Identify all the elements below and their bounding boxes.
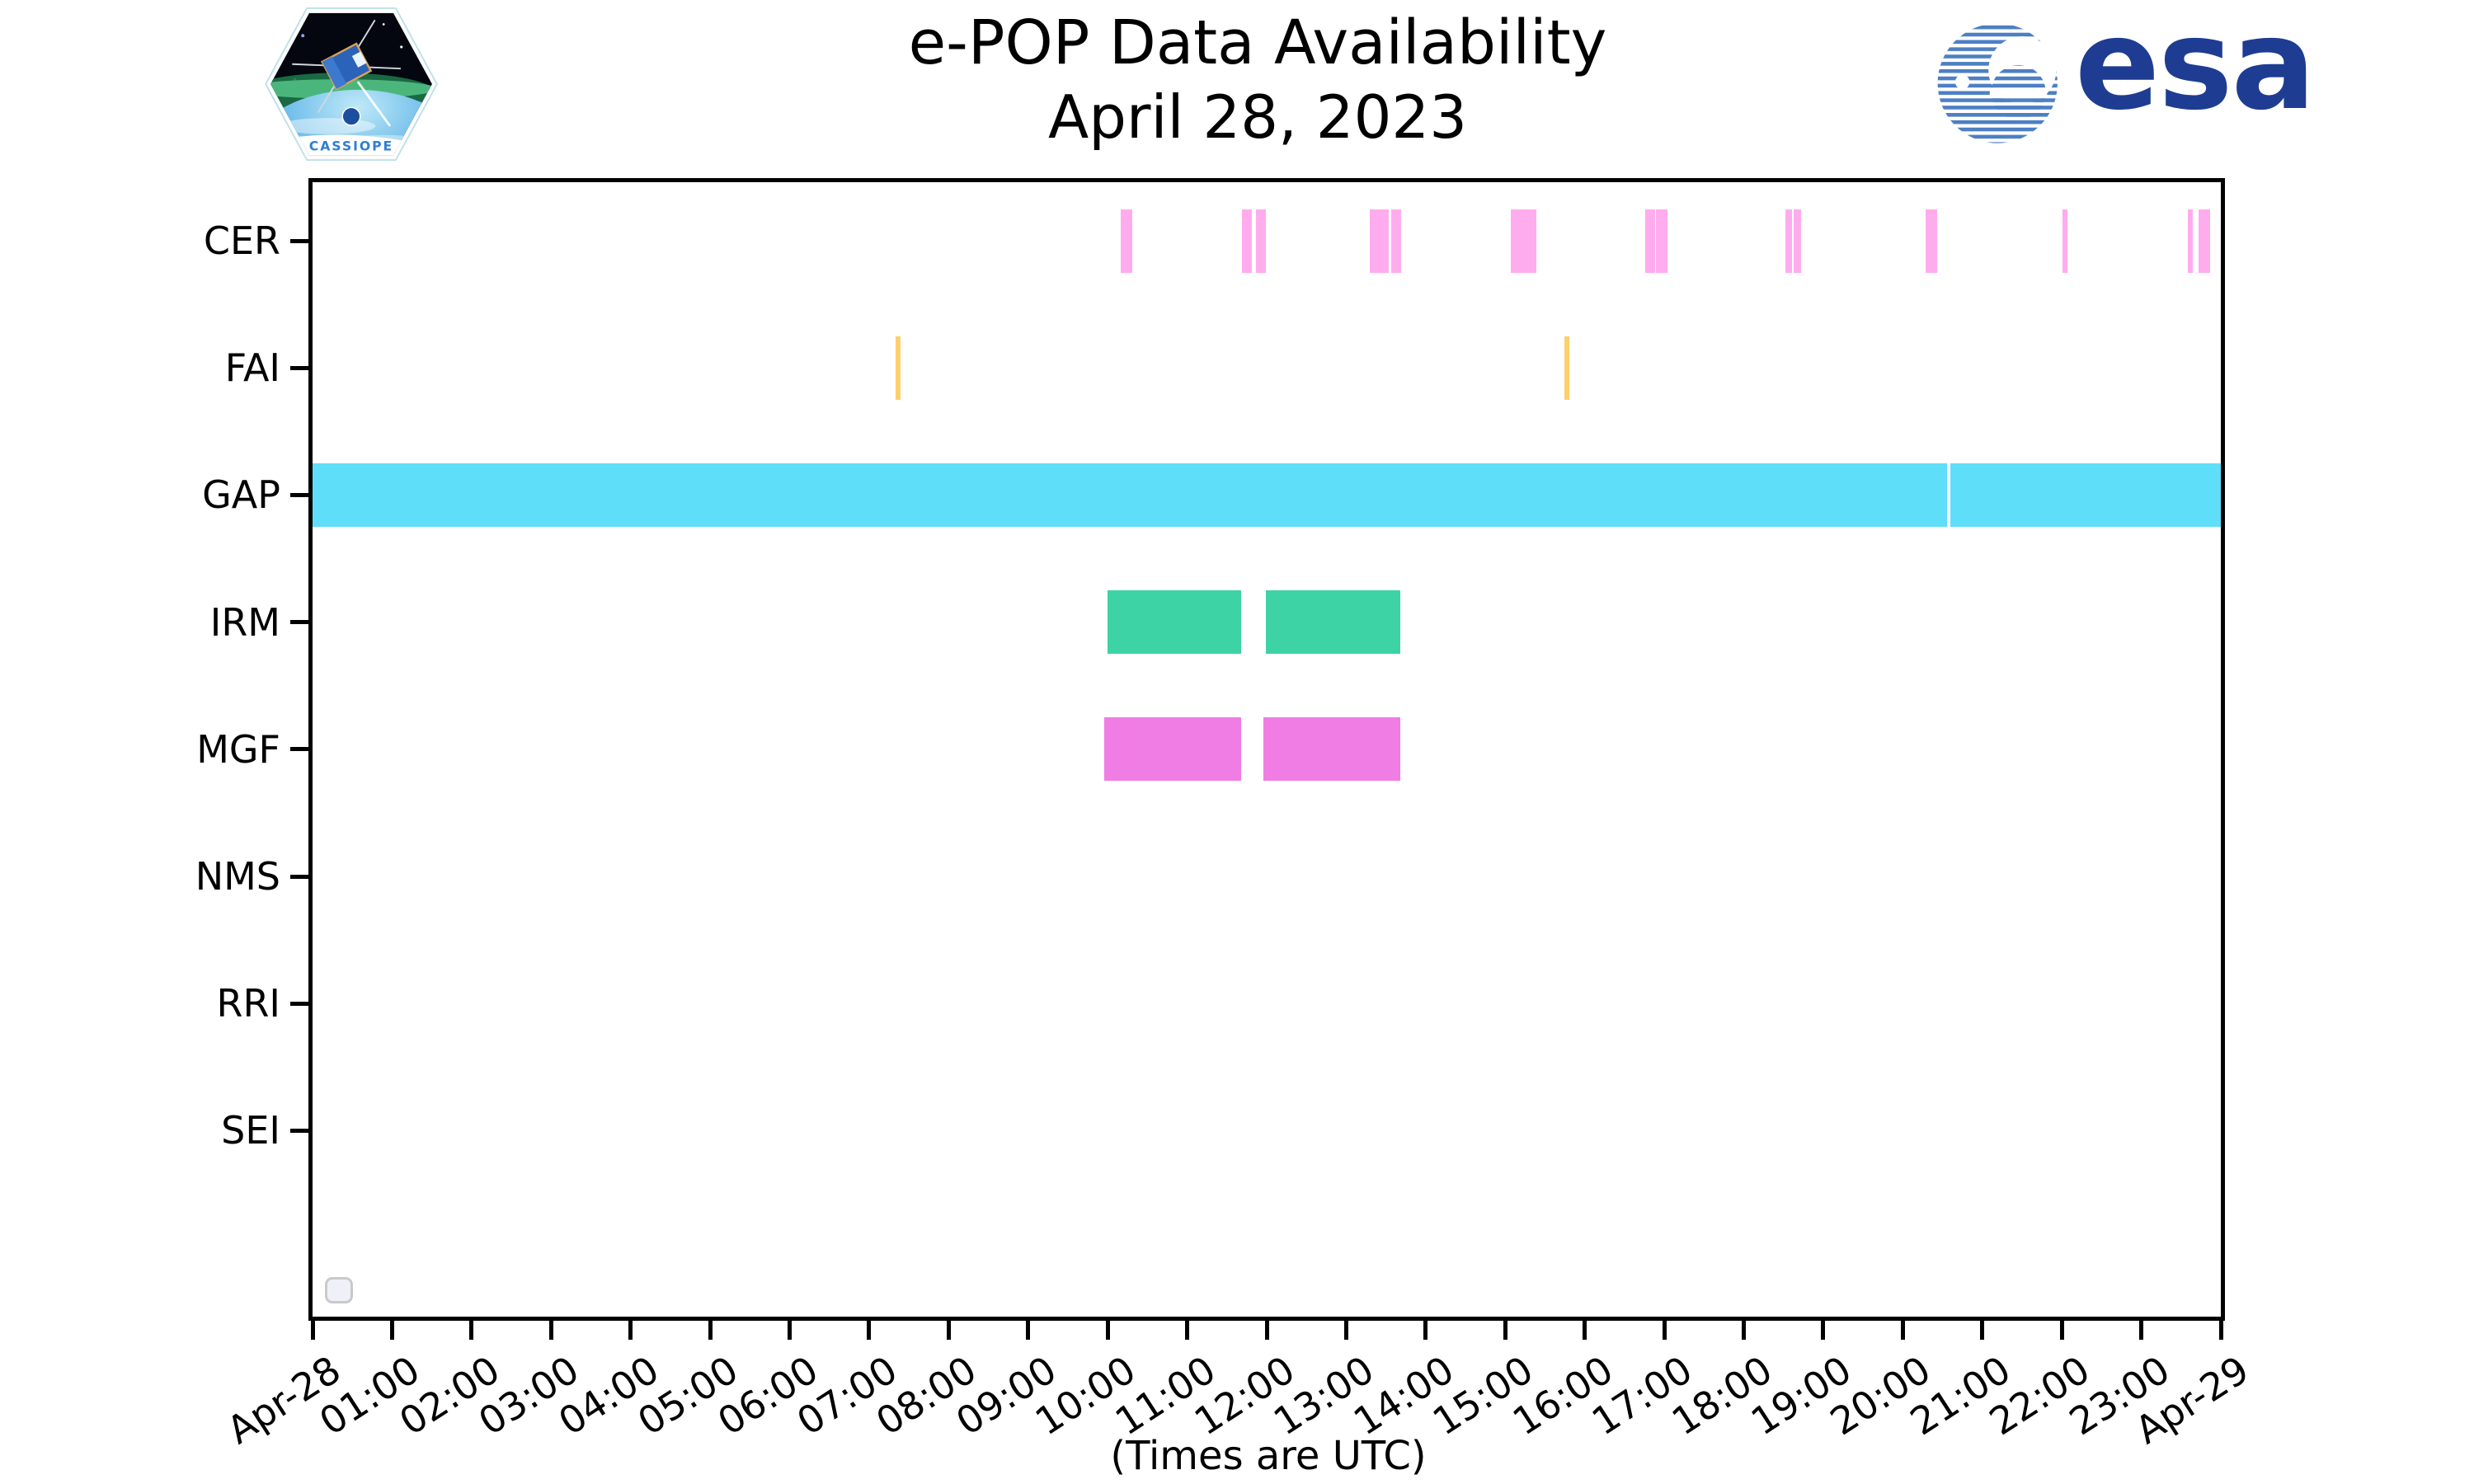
- x-tick-mark: [1503, 1318, 1507, 1340]
- cassiope-patch-graphic: CASSIOPE: [265, 7, 438, 162]
- irm-data-bar: [1266, 590, 1400, 655]
- cer-data-bar: [1785, 209, 1793, 273]
- x-tick-mark: [310, 1318, 315, 1340]
- legend-box: [325, 1277, 353, 1303]
- x-tick-mark: [548, 1318, 553, 1340]
- cer-data-bar: [2199, 209, 2211, 273]
- y-tick-mark: [290, 365, 308, 370]
- x-tick-mark: [2139, 1318, 2144, 1340]
- y-tick-label-irm: IRM: [209, 599, 280, 645]
- cassiope-label: CASSIOPE: [309, 138, 393, 153]
- x-tick-mark: [1343, 1318, 1348, 1340]
- fai-data-bar: [895, 336, 901, 400]
- x-tick-mark: [2218, 1318, 2223, 1340]
- x-tick-mark: [469, 1318, 474, 1340]
- cer-data-bar: [2062, 209, 2067, 273]
- cer-data-bar: [1391, 209, 1401, 273]
- x-tick-mark: [1583, 1318, 1587, 1340]
- cer-data-bar: [1656, 209, 1667, 273]
- x-tick-mark: [867, 1318, 872, 1340]
- y-tick-mark: [290, 874, 308, 879]
- y-tick-label-gap: GAP: [202, 472, 280, 518]
- title-block: e-POP Data Availability April 28, 2023: [845, 5, 1670, 153]
- y-tick-mark: [290, 747, 308, 752]
- y-tick-label-fai: FAI: [224, 345, 280, 391]
- fai-data-bar: [1564, 336, 1570, 400]
- plot-area: [308, 178, 2225, 1321]
- y-tick-label-mgf: MGF: [196, 726, 280, 772]
- y-tick-mark: [290, 1128, 308, 1133]
- x-tick-mark: [1821, 1318, 1826, 1340]
- x-tick-mark: [1742, 1318, 1746, 1340]
- cer-data-bar: [1120, 209, 1133, 273]
- x-tick-mark: [1105, 1318, 1110, 1340]
- x-tick-mark: [708, 1318, 713, 1340]
- mgf-data-bar: [1263, 717, 1400, 782]
- cer-data-bar: [1255, 209, 1267, 273]
- y-tick-mark: [290, 1001, 308, 1006]
- x-tick-mark: [2059, 1318, 2064, 1340]
- cer-data-bar: [1510, 209, 1536, 273]
- y-tick-label-cer: CER: [203, 218, 280, 263]
- plot-inner: [313, 182, 2221, 1317]
- y-tick-label-sei: SEI: [221, 1108, 280, 1153]
- x-tick-mark: [628, 1318, 633, 1340]
- cer-data-bar: [2188, 209, 2194, 273]
- mgf-data-bar: [1104, 717, 1242, 782]
- y-tick-mark: [290, 620, 308, 625]
- y-tick-label-rri: RRI: [216, 981, 281, 1026]
- x-tick-mark: [1423, 1318, 1428, 1340]
- cer-data-bar: [1370, 209, 1389, 273]
- esa-logo: esa: [1936, 0, 2324, 155]
- esa-globe-icon: [1937, 23, 2058, 143]
- x-tick-mark: [1662, 1318, 1667, 1340]
- x-axis-label: (Times are UTC): [1110, 1433, 1427, 1479]
- cer-data-bar: [1926, 209, 1937, 273]
- gap-data-bar: [1950, 463, 2221, 527]
- gap-data-bar: [313, 463, 1948, 527]
- x-tick-mark: [1900, 1318, 1905, 1340]
- x-tick-mark: [1026, 1318, 1031, 1340]
- x-tick-mark: [788, 1318, 792, 1340]
- x-tick-mark: [389, 1318, 394, 1340]
- chart-subtitle: April 28, 2023: [1047, 82, 1468, 152]
- y-tick-label-nms: NMS: [195, 854, 280, 899]
- x-tick-mark: [1185, 1318, 1190, 1340]
- cer-data-bar: [1242, 209, 1252, 273]
- cer-data-bar: [1794, 209, 1801, 273]
- irm-data-bar: [1108, 590, 1242, 655]
- y-tick-mark: [290, 238, 308, 243]
- x-tick-mark: [1980, 1318, 1985, 1340]
- cassiope-mission-patch: CASSIOPE: [262, 5, 440, 163]
- cer-data-bar: [1644, 209, 1655, 273]
- esa-wordmark: esa: [2075, 0, 2316, 138]
- y-tick-mark: [290, 492, 308, 497]
- x-tick-mark: [946, 1318, 951, 1340]
- chart-title: e-POP Data Availability: [908, 7, 1607, 78]
- x-tick-mark: [1264, 1318, 1269, 1340]
